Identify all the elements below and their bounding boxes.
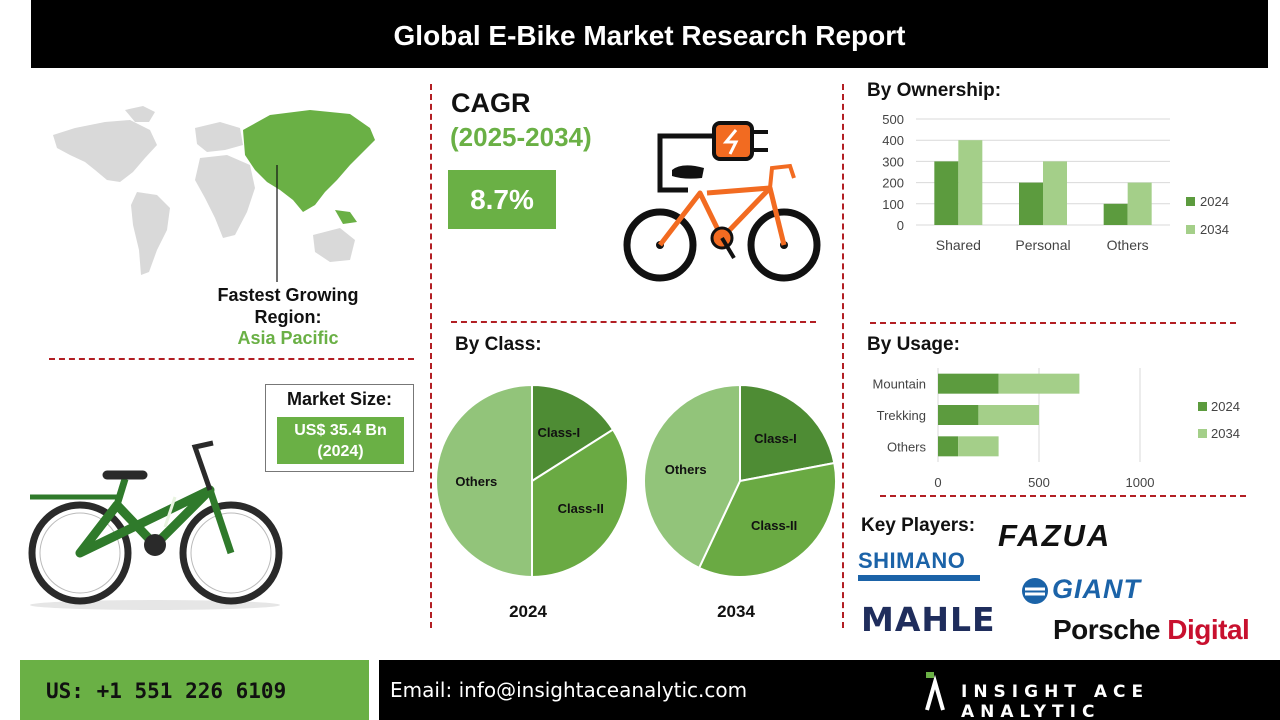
legend-swatch: [1186, 197, 1195, 206]
pie-slice-class-i: [531, 383, 615, 483]
x-tick-label: 500: [1028, 475, 1050, 490]
pie-slice-class-i: [739, 383, 836, 483]
legend-label: 2024: [1200, 194, 1229, 209]
y-tick-label: 400: [882, 133, 904, 148]
cagr-years: (2025-2034): [450, 122, 592, 152]
usage-bar-chart: 0 500 1000 Mountain Trekking Others 2024 2034: [873, 368, 1240, 490]
cagr-value: 8.7%: [448, 170, 556, 229]
footer-email: Email: info@insightaceanalytic.com: [390, 678, 748, 702]
fazua-logo: FAZUA: [998, 518, 1112, 553]
bar-2024-others: [1103, 203, 1128, 225]
legend-swatch: [1198, 429, 1207, 438]
divider-vertical-left: [430, 84, 432, 628]
ownership-heading: By Ownership:: [867, 80, 1002, 101]
bar-2024-mountain: [938, 373, 999, 394]
north-america-shape: [53, 120, 157, 182]
y-tick-label: 300: [882, 154, 904, 169]
bar-2034-trekking: [978, 405, 1039, 425]
legend-swatch: [1186, 225, 1195, 234]
mahle-logo: MAHLE: [861, 600, 996, 639]
page-title: Global E-Bike Market Research Report: [393, 20, 906, 51]
giant-logo: GIANT: [1020, 574, 1190, 608]
x-tick-label: 0: [934, 475, 941, 490]
africa-shape: [195, 155, 255, 238]
pie-year-label: 2034: [717, 602, 755, 621]
x-tick-label: Others: [1107, 237, 1149, 253]
footer-phone-panel: US: +1 551 226 6109: [20, 660, 369, 720]
ebike-illustration: [28, 440, 283, 610]
bar-2034-shared: [958, 140, 983, 225]
divider-vertical-right: [842, 84, 844, 628]
title-bar: Global E-Bike Market Research Report: [31, 0, 1268, 68]
y-tick-label: 100: [882, 197, 904, 212]
legend-label: 2024: [1211, 399, 1240, 414]
divider-region: [49, 358, 414, 360]
porsche-digital-word-1: Porsche: [1053, 614, 1168, 645]
x-tick-label: Shared: [936, 237, 981, 253]
divider-usage: [880, 495, 1246, 497]
pie-label: Class-I: [754, 431, 797, 446]
pie-slice-others: [435, 383, 533, 579]
class-pie-2034: Class-I Class-II Others 2034: [643, 383, 837, 621]
key-players-heading: Key Players:: [861, 515, 976, 536]
bar-2034-others: [958, 436, 999, 457]
divider-cagr: [451, 321, 816, 323]
market-size-value: US$ 35.4 Bn (2024): [277, 417, 404, 464]
bar-2034-others: [1127, 182, 1152, 225]
giant-emblem-icon: [1022, 578, 1048, 604]
region-label: Fastest Growing Region:: [217, 285, 359, 327]
bar-2024-trekking: [938, 405, 979, 425]
legend-label: 2034: [1200, 222, 1229, 237]
pie-year-label: 2024: [509, 602, 547, 621]
y-tick-label: Others: [887, 439, 927, 454]
bar-2024-shared: [934, 161, 959, 225]
footer-contact-panel: Email: info@insightaceanalytic.com INSIG…: [379, 660, 1280, 720]
market-size-card: Market Size: US$ 35.4 Bn (2024): [265, 384, 414, 472]
legend-swatch: [1198, 402, 1207, 411]
class-heading: By Class:: [455, 334, 542, 355]
bar-2024-personal: [1019, 182, 1043, 225]
divider-ownership: [870, 322, 1236, 324]
pie-slice-class-ii: [697, 461, 837, 578]
y-tick-label: Trekking: [877, 408, 926, 423]
class-pie-2024: Class-I Class-II Others 2024: [435, 383, 629, 621]
pie-label: Class-II: [558, 501, 604, 516]
south-america-shape: [131, 192, 170, 275]
europe-shape: [195, 122, 243, 152]
pie-label: Class-I: [538, 425, 581, 440]
indonesia-shape: [335, 210, 357, 224]
cagr-title: CAGR: [451, 88, 531, 118]
ownership-bar-chart: 0 100 200 300 400 500 Shared Personal Others 2024…: [882, 112, 1229, 253]
pie-label: Others: [455, 474, 497, 489]
greenland-shape: [125, 106, 155, 122]
porsche-digital-logo: Porsche Digital: [1053, 614, 1250, 646]
y-tick-label: 0: [897, 218, 904, 233]
bar-2034-mountain: [998, 373, 1080, 394]
legend-label: 2034: [1211, 426, 1240, 441]
y-tick-label: 200: [882, 176, 904, 191]
world-map: [53, 106, 375, 282]
usage-heading: By Usage:: [867, 334, 960, 355]
y-tick-label: Mountain: [873, 377, 926, 392]
market-size-label: Market Size:: [286, 389, 393, 409]
pie-label: Class-II: [751, 518, 797, 533]
x-tick-label: 1000: [1126, 475, 1155, 490]
porsche-digital-word-2: Digital: [1167, 614, 1250, 645]
region-value: Asia Pacific: [237, 328, 339, 348]
footer-brand: INSIGHT ACE ANALYTIC: [961, 682, 1150, 720]
y-tick-label: 500: [882, 112, 904, 127]
x-tick-label: Personal: [1015, 237, 1070, 253]
brand-logo-icon: [925, 672, 945, 711]
bar-2034-personal: [1043, 161, 1067, 225]
pie-label: Others: [665, 462, 707, 477]
australia-shape: [313, 228, 355, 262]
pie-slice-class-ii: [531, 428, 629, 579]
bar-2024-others: [938, 436, 959, 457]
shimano-logo: SHIMANO: [858, 548, 980, 584]
asia-pacific-shape: [243, 110, 375, 212]
footer-phone: US: +1 551 226 6109: [46, 679, 287, 703]
pie-slice-others: [643, 383, 741, 570]
ebike-plug-icon: [623, 121, 821, 282]
